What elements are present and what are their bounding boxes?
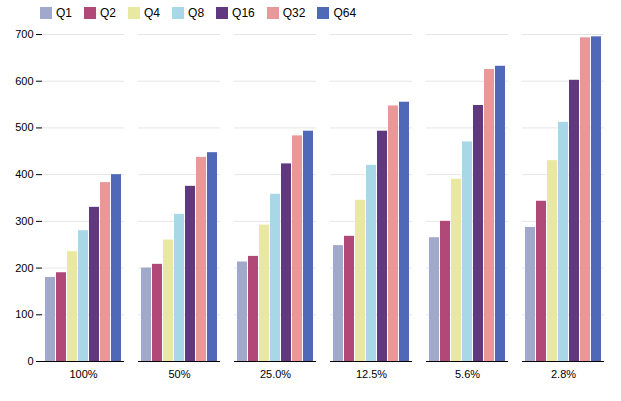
html-text:Q32: Q32 [282,6,306,20]
svg-text:400: 400 [15,168,33,180]
html-text:Q2: Q2 [100,6,116,20]
html-text:Q1: Q1 [56,6,72,20]
html-text:Q64: Q64 [333,6,357,20]
svg-text:5.6%: 5.6% [455,368,480,380]
svg-text:600: 600 [15,75,33,87]
html-text:Q8: Q8 [188,6,205,20]
svg-text:100%: 100% [69,368,97,380]
svg-text:100: 100 [15,308,33,320]
html-text:Q4: Q4 [144,6,160,20]
svg-text:300: 300 [15,215,33,227]
svg-text:500: 500 [15,121,33,133]
svg-text:50%: 50% [168,368,190,380]
svg-text:12.5%: 12.5% [356,368,387,380]
html-text:Q16: Q16 [232,6,255,20]
svg-text:700: 700 [15,28,33,40]
svg-text:25.0%: 25.0% [260,368,291,380]
svg-text:200: 200 [15,262,33,274]
svg-text:2.8%: 2.8% [551,368,576,380]
svg-text:0: 0 [27,355,33,367]
